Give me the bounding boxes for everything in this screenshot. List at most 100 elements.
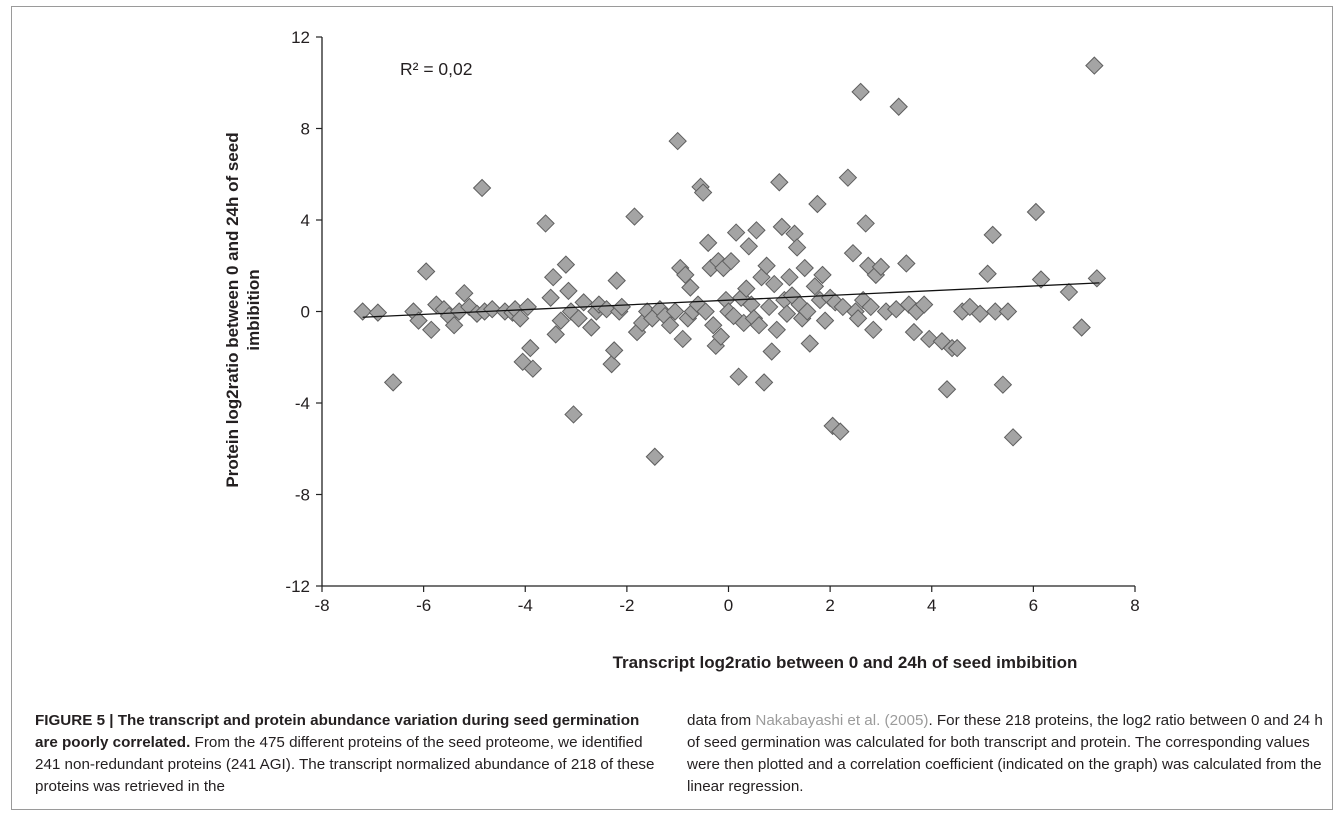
- figure-frame: [11, 6, 1333, 810]
- data-point: [777, 304, 797, 323]
- y-tick-label: 0: [301, 303, 310, 322]
- data-point: [770, 173, 789, 192]
- data-point: [1031, 270, 1051, 289]
- data-point: [541, 288, 560, 307]
- x-tick-label: -2: [619, 596, 634, 615]
- data-point: [681, 278, 700, 297]
- x-tick-label: -6: [416, 596, 431, 615]
- x-tick-label: 2: [825, 596, 834, 615]
- x-axis-label: Transcript log2ratio between 0 and 24h o…: [613, 653, 1078, 672]
- data-point: [521, 338, 540, 358]
- x-tick-label: 0: [724, 596, 733, 615]
- data-point: [1059, 282, 1079, 302]
- data-point: [726, 223, 746, 242]
- x-tick-label: 4: [927, 596, 936, 615]
- y-axis-label-line-1: Protein log2ratio between 0 and 24h of s…: [223, 132, 242, 487]
- data-point: [871, 257, 891, 277]
- data-point: [998, 302, 1018, 321]
- caption-left: FIGURE 5 | The transcript and protein ab…: [35, 710, 665, 798]
- data-point: [780, 267, 799, 287]
- data-point: [813, 265, 832, 285]
- r-squared-annotation: R² = 0,02: [400, 59, 472, 79]
- data-point: [765, 274, 784, 294]
- data-point: [556, 255, 576, 274]
- data-point: [787, 238, 807, 257]
- data-point: [1026, 202, 1046, 222]
- data-point: [937, 380, 957, 399]
- y-tick-label: -8: [295, 486, 310, 505]
- y-tick-label: -12: [285, 577, 310, 596]
- data-point: [904, 322, 924, 342]
- data-point: [970, 304, 990, 323]
- y-tick-label: 4: [301, 211, 310, 230]
- data-point: [353, 302, 372, 321]
- data-point: [993, 375, 1013, 394]
- data-point: [897, 254, 916, 273]
- caption-right: data from Nakabayashi et al. (2005). For…: [687, 710, 1327, 798]
- data-point: [920, 329, 939, 349]
- data-point: [889, 97, 908, 116]
- data-point: [483, 300, 502, 319]
- data-point: [693, 183, 713, 202]
- data-point: [815, 311, 835, 330]
- y-tick-label: -4: [295, 394, 310, 413]
- data-point: [1087, 269, 1107, 288]
- data-point: [805, 277, 825, 296]
- data-point: [861, 297, 880, 317]
- data-point: [754, 373, 774, 392]
- data-point: [711, 327, 731, 346]
- data-point: [757, 256, 776, 275]
- data-point: [409, 311, 428, 330]
- data-point: [749, 316, 769, 335]
- caption-right-text-before: data from: [687, 712, 752, 729]
- data-point: [737, 279, 756, 298]
- data-point: [559, 281, 578, 301]
- data-point: [767, 320, 786, 340]
- data-point: [546, 325, 565, 344]
- data-point: [831, 422, 850, 441]
- data-point: [721, 251, 741, 271]
- data-point: [574, 293, 593, 312]
- data-point: [798, 302, 817, 321]
- data-point: [986, 302, 1005, 321]
- data-point: [660, 316, 680, 335]
- data-point: [472, 178, 492, 198]
- data-point: [455, 283, 474, 303]
- data-point: [704, 316, 723, 335]
- data-point: [569, 309, 588, 328]
- data-point: [698, 233, 718, 253]
- data-point: [983, 225, 1002, 245]
- data-point: [665, 302, 685, 321]
- data-point: [368, 303, 388, 322]
- data-point: [444, 316, 464, 335]
- y-tick-label: 12: [291, 28, 310, 47]
- caption-right-text-after: . For these 218 proteins, the log2 ratio…: [687, 712, 1323, 795]
- data-point: [1072, 318, 1091, 337]
- data-point: [808, 194, 827, 214]
- data-point: [800, 334, 820, 353]
- data-point: [582, 318, 601, 337]
- caption-left-text: From the 475 different proteins of the s…: [35, 734, 655, 795]
- y-tick-label: 8: [301, 120, 310, 139]
- x-tick-label: 6: [1029, 596, 1038, 615]
- reference-link[interactable]: Nakabayashi et al. (2005): [755, 712, 929, 729]
- data-point: [729, 367, 748, 386]
- x-tick-label: -4: [518, 596, 533, 615]
- data-point: [668, 131, 687, 151]
- data-point: [772, 217, 792, 237]
- data-point: [1003, 428, 1023, 447]
- data-point: [795, 258, 814, 278]
- data-point: [843, 243, 863, 263]
- data-point: [416, 262, 436, 281]
- data-point: [604, 341, 624, 360]
- data-point: [1085, 56, 1104, 75]
- data-point: [564, 405, 583, 424]
- data-point: [747, 221, 766, 240]
- data-point: [759, 297, 779, 317]
- x-tick-label: -8: [314, 596, 329, 615]
- data-point: [612, 297, 632, 317]
- data-point: [978, 264, 997, 283]
- data-point: [523, 359, 543, 378]
- data-points: [353, 56, 1107, 466]
